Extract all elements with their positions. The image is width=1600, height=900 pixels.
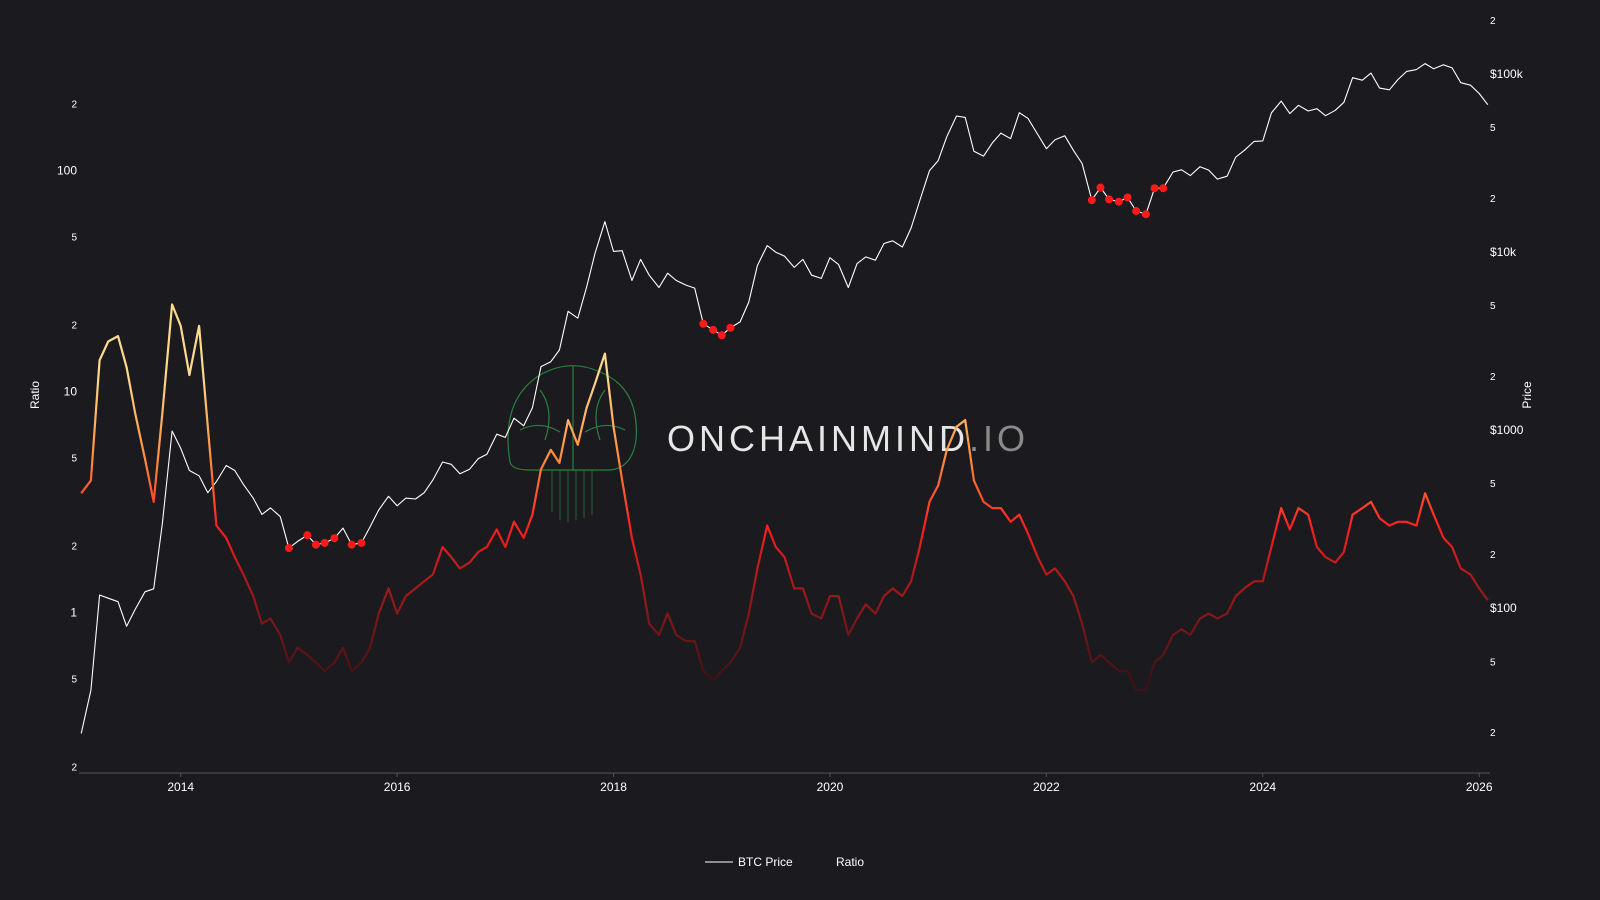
- x-tick-label: 2026: [1466, 780, 1493, 794]
- y2-tick-label: 2: [1490, 16, 1496, 27]
- highlight-point: [1159, 184, 1168, 193]
- watermark: ONCHAINMIND.IO: [667, 418, 1029, 459]
- highlight-point: [1096, 183, 1105, 192]
- highlight-point: [1114, 197, 1123, 206]
- y2-tick-label: 2: [1490, 194, 1496, 205]
- brain-folds: [519, 366, 626, 470]
- highlight-point: [1150, 184, 1159, 193]
- y-tick-label: 2: [71, 100, 77, 111]
- y2-tick-label: 5: [1490, 657, 1496, 668]
- y2-tick-label: 5: [1490, 123, 1496, 134]
- highlight-point: [1123, 193, 1132, 202]
- highlight-point: [709, 325, 718, 334]
- y2-axis-title: Price: [1520, 381, 1534, 409]
- highlight-point: [726, 323, 735, 332]
- x-tick-label: 2022: [1033, 780, 1060, 794]
- y-tick-label: 5: [71, 233, 77, 244]
- highlight-point: [320, 538, 329, 547]
- x-tick-label: 2018: [600, 780, 627, 794]
- highlight-point: [1132, 207, 1141, 216]
- y-tick-label: 100: [57, 164, 77, 178]
- highlight-point: [347, 540, 356, 549]
- watermark-suffix: .IO: [969, 418, 1029, 459]
- highlight-point: [284, 544, 293, 553]
- x-tick-label: 2016: [384, 780, 411, 794]
- highlight-point: [699, 319, 708, 328]
- brain-logo: [507, 365, 637, 522]
- watermark-text: ONCHAINMIND: [667, 418, 969, 459]
- y-tick-label: 10: [64, 385, 78, 399]
- y2-tick-label: $100: [1490, 601, 1517, 615]
- y-tick-label: 2: [71, 763, 77, 774]
- y2-tick-label: 5: [1490, 479, 1496, 490]
- highlight-point: [330, 534, 339, 543]
- highlight-point: [357, 538, 366, 547]
- highlight-point: [311, 540, 320, 549]
- y2-tick-label: $100k: [1490, 67, 1524, 81]
- y-axis-title: Ratio: [28, 381, 42, 409]
- x-tick-label: 2024: [1249, 780, 1276, 794]
- highlight-point: [717, 331, 726, 340]
- y-tick-label: 1: [70, 606, 77, 620]
- y-tick-label: 5: [71, 675, 77, 686]
- y-tick-label: 2: [71, 542, 77, 553]
- y2-tick-label: $10k: [1490, 245, 1517, 259]
- x-tick-label: 2020: [817, 780, 844, 794]
- x-tick-label: 2014: [167, 780, 194, 794]
- legend-label[interactable]: Ratio: [836, 855, 864, 869]
- y2-tick-label: 2: [1490, 550, 1496, 561]
- ratio-line: [80, 303, 1489, 692]
- brain-outline: [507, 365, 637, 471]
- highlight-point: [303, 531, 312, 540]
- y2-tick-label: 5: [1490, 301, 1496, 312]
- y2-tick-label: 2: [1490, 372, 1496, 383]
- y-tick-label: 5: [71, 454, 77, 465]
- highlight-point: [1087, 196, 1096, 205]
- highlight-point: [1141, 210, 1150, 219]
- legend-label[interactable]: BTC Price: [738, 855, 793, 869]
- y2-tick-label: $1000: [1490, 423, 1524, 437]
- y-tick-label: 2: [71, 321, 77, 332]
- highlight-point: [1105, 195, 1114, 204]
- brain-stem: [551, 470, 593, 522]
- y2-tick-label: 2: [1490, 728, 1496, 739]
